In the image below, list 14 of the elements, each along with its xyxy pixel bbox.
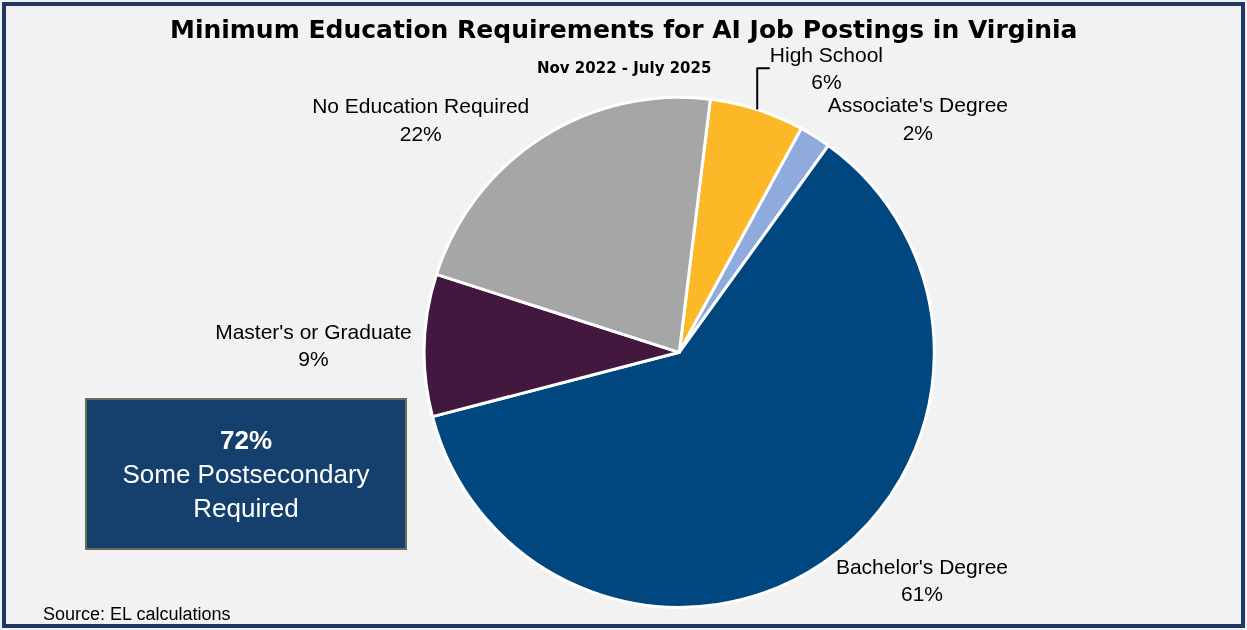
slice-label: High School [769, 43, 884, 67]
data-label: 2% [902, 120, 934, 144]
slice-label: Associate's Degree [827, 93, 1008, 117]
data-label: 22% [399, 121, 442, 145]
data-label: 9% [298, 347, 329, 371]
slice-label: Master's or Graduate [215, 320, 412, 344]
chart-title: Minimum Education Requirements for AI Job Postings in Virginia [170, 15, 1078, 44]
source-note: Source: EL calculations [43, 604, 231, 624]
data-label: 61% [900, 582, 943, 606]
text: 72% Some Postsecondary Required [122, 425, 370, 523]
text: Nov 2022 - July 2025 [537, 59, 712, 77]
slice-label: Bachelor's Degree [835, 554, 1009, 578]
data-label: 6% [811, 70, 842, 94]
slice-label: No Education Required [312, 94, 530, 118]
